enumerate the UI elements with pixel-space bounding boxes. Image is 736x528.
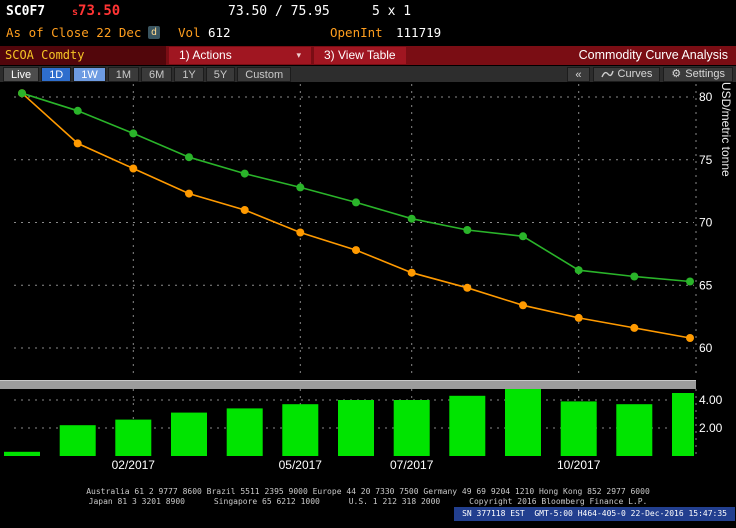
range-buttons: 1D 1W 1M 6M 1Y 5Y Custom bbox=[41, 66, 292, 82]
range-button-1y[interactable]: 1Y bbox=[174, 66, 204, 82]
curves-button[interactable]: Curves bbox=[592, 66, 661, 82]
volume-bar[interactable] bbox=[505, 389, 541, 456]
function-menubar: SCOA Comdty 1) Actions ▾ 3) View Table C… bbox=[0, 46, 736, 65]
orange-curve-point[interactable] bbox=[185, 189, 193, 198]
green-curve-point[interactable] bbox=[686, 277, 694, 286]
range-button-1m[interactable]: 1M bbox=[107, 66, 140, 82]
volume-bar[interactable] bbox=[171, 412, 207, 456]
open-interest-value: 111719 bbox=[396, 25, 442, 40]
green-curve-point[interactable] bbox=[407, 214, 416, 223]
volume-bar[interactable] bbox=[282, 404, 319, 456]
range-button-6m[interactable]: 6M bbox=[141, 66, 173, 82]
volume-bar[interactable] bbox=[338, 400, 374, 456]
green-curve-point[interactable] bbox=[296, 183, 305, 192]
contact-info-line1: Australia 61 2 9777 8600 Brazil 5511 239… bbox=[86, 487, 650, 496]
orange-curve-point[interactable] bbox=[407, 268, 416, 277]
orange-curve-point[interactable] bbox=[240, 206, 249, 214]
function-title: Commodity Curve Analysis bbox=[578, 48, 728, 62]
volume-value: 612 bbox=[208, 25, 231, 40]
volume-tick-label: 2.00 bbox=[699, 421, 723, 435]
curves-label: Curves bbox=[617, 68, 653, 80]
green-curve-point[interactable] bbox=[185, 153, 193, 162]
settings-button[interactable]: ⚙ Settings bbox=[663, 66, 733, 82]
last-price: s73.50 bbox=[72, 3, 120, 19]
green-curve-point[interactable] bbox=[240, 169, 249, 178]
quote-header: SC0F7 s73.50 73.50 / 75.95 5 x 1 bbox=[0, 3, 736, 22]
orange-curve-point[interactable] bbox=[463, 283, 472, 292]
price-tick-label: 80 bbox=[699, 90, 713, 104]
actions-menu-button[interactable]: 1) Actions ▾ bbox=[169, 47, 311, 64]
curves-icon bbox=[600, 70, 614, 78]
last-price-value: 73.50 bbox=[78, 3, 121, 19]
price-tick-label: 65 bbox=[699, 278, 713, 292]
security-field[interactable]: SCOA Comdty bbox=[0, 46, 166, 65]
curve-chart: 80 75 70 65 60 2.00 4.00 02/2017 05/2017 07/2017… bbox=[0, 82, 736, 475]
volume-bar[interactable] bbox=[616, 404, 653, 456]
volume-label: Vol bbox=[178, 25, 201, 40]
orange-curve-point[interactable] bbox=[686, 334, 694, 342]
collapse-button[interactable]: « bbox=[567, 66, 590, 82]
price-tick-label: 75 bbox=[699, 153, 713, 167]
orange-curve-point[interactable] bbox=[630, 323, 639, 332]
volume-bar[interactable] bbox=[449, 395, 486, 456]
price-curve-plot[interactable]: 80 75 70 65 60 bbox=[0, 82, 736, 380]
orange-curve-point[interactable] bbox=[519, 301, 527, 310]
price-axis-title: USD/metric tonne bbox=[719, 82, 733, 177]
green-curve-point[interactable] bbox=[630, 272, 639, 281]
volume-bar[interactable] bbox=[115, 419, 152, 456]
range-button-custom[interactable]: Custom bbox=[237, 66, 292, 82]
gear-icon: ⚙ bbox=[671, 67, 682, 80]
green-curve-point[interactable] bbox=[18, 89, 26, 98]
volume-bar[interactable] bbox=[59, 425, 96, 456]
green-curve-point[interactable] bbox=[574, 266, 583, 275]
terminal-info: SN 377118 EST GMT-5:00 H464-405-0 22-Dec… bbox=[454, 507, 735, 521]
orange-curve-point[interactable] bbox=[296, 228, 305, 237]
volume-bar[interactable] bbox=[393, 400, 430, 456]
volume-bar[interactable] bbox=[672, 393, 694, 456]
settings-label: Settings bbox=[685, 68, 725, 80]
x-tick-label: 02/2017 bbox=[112, 458, 156, 472]
orange-curve-point[interactable] bbox=[574, 313, 583, 322]
x-tick-label: 05/2017 bbox=[279, 458, 323, 472]
chart-toolbar: Live 1D 1W 1M 6M 1Y 5Y Custom « Curves ⚙ Setti… bbox=[0, 65, 736, 82]
green-curve-point[interactable] bbox=[463, 226, 472, 234]
session-badge: d bbox=[148, 26, 161, 39]
orange-curve-point[interactable] bbox=[73, 139, 82, 148]
volume-bar[interactable] bbox=[226, 408, 263, 456]
range-button-1d[interactable]: 1D bbox=[41, 66, 72, 82]
session-prefix: s bbox=[72, 7, 79, 18]
bid-ask: 73.50 / 75.95 bbox=[228, 4, 330, 19]
green-curve-point[interactable] bbox=[129, 129, 138, 138]
x-tick-label: 10/2017 bbox=[557, 458, 601, 472]
bid-ask-size: 5 x 1 bbox=[372, 4, 412, 19]
green-curve-point[interactable] bbox=[352, 198, 360, 207]
live-button[interactable]: Live bbox=[3, 66, 40, 82]
chart-splitter[interactable] bbox=[0, 380, 696, 389]
x-tick-label: 07/2017 bbox=[390, 458, 434, 472]
volume-tick-label: 4.00 bbox=[699, 393, 723, 407]
ticker-symbol: SC0F7 bbox=[6, 4, 46, 19]
open-interest-label: OpenInt bbox=[330, 25, 383, 40]
orange-curve-point[interactable] bbox=[352, 246, 360, 255]
volume-bar[interactable] bbox=[560, 401, 597, 456]
view-table-button[interactable]: 3) View Table bbox=[314, 47, 406, 64]
actions-label: 1) Actions bbox=[179, 48, 232, 62]
toolbar-right-group: « Curves ⚙ Settings bbox=[567, 66, 733, 82]
dropdown-caret-icon: ▾ bbox=[296, 50, 301, 60]
green-curve-point[interactable] bbox=[519, 232, 527, 241]
orange-curve-line bbox=[21, 92, 691, 339]
range-button-5y[interactable]: 5Y bbox=[205, 66, 236, 82]
quote-subheader: As of Close 22 Dec d Vol 612 OpenInt 111… bbox=[0, 25, 736, 41]
contact-info-line2: Japan 81 3 3201 8900 Singapore 65 6212 1… bbox=[88, 497, 648, 506]
volume-bar-plot[interactable]: 2.00 4.00 02/2017 05/2017 07/2017 10/2017 bbox=[0, 389, 736, 475]
green-curve-point[interactable] bbox=[73, 106, 82, 115]
orange-curve-point[interactable] bbox=[129, 164, 138, 173]
range-button-1w[interactable]: 1W bbox=[73, 66, 106, 82]
as-of-label: As of Close 22 Dec bbox=[6, 25, 142, 40]
volume-bar[interactable] bbox=[4, 451, 40, 456]
price-tick-label: 70 bbox=[699, 216, 713, 230]
price-tick-label: 60 bbox=[699, 341, 713, 355]
